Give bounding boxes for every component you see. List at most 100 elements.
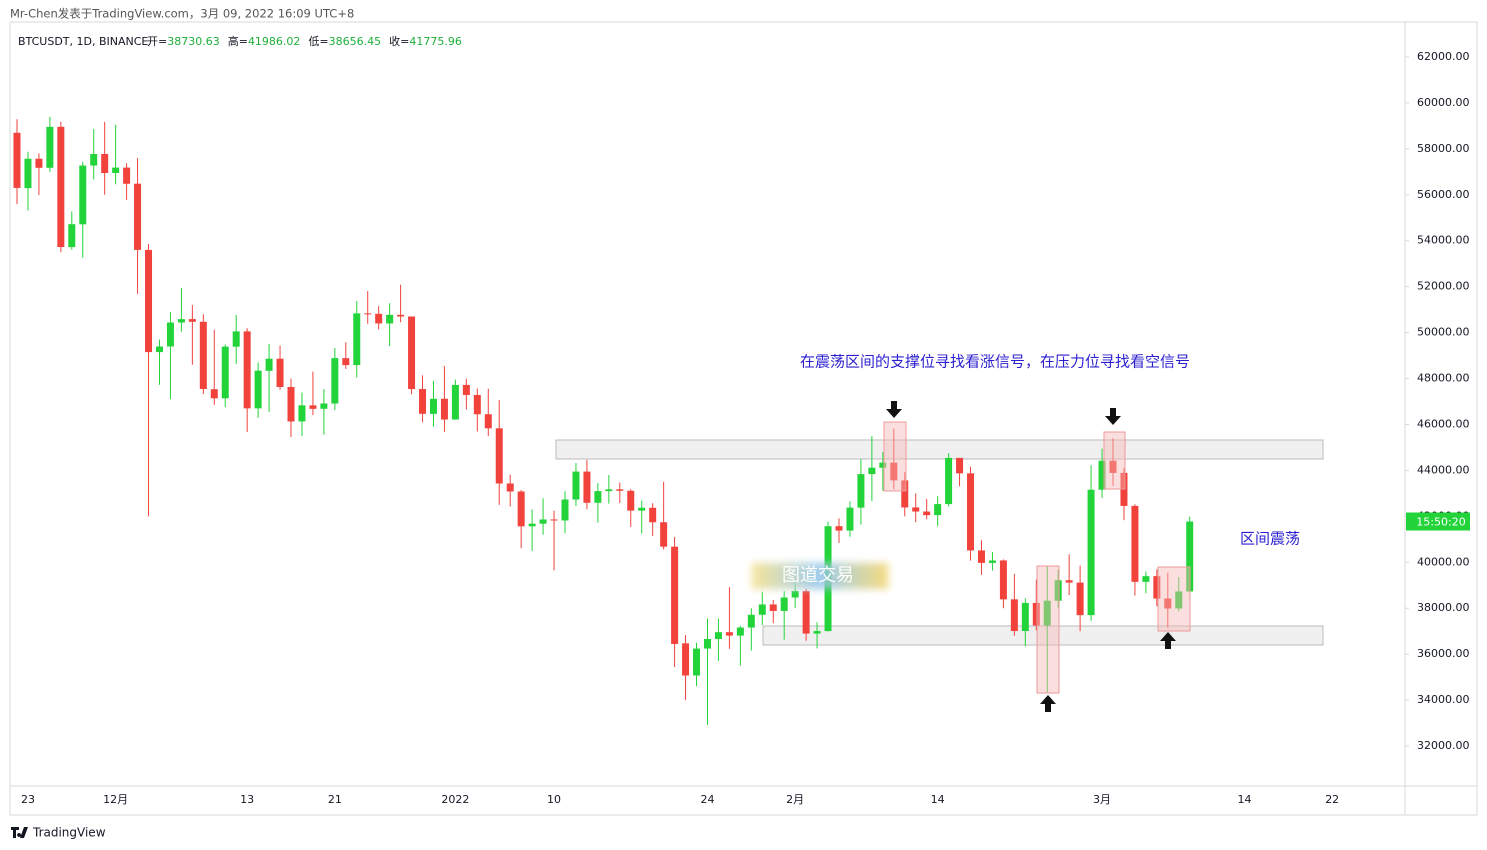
candle-body [397, 314, 405, 317]
candle-body [638, 507, 646, 511]
axes: 32000.00 34000.00 36000.00 38000.00 40000.00… [21, 50, 1470, 806]
candle-body [90, 154, 98, 166]
x-tick-label: 10 [547, 793, 561, 806]
candle-body [627, 490, 635, 511]
y-tick-label: 62000.00 [1417, 50, 1470, 63]
candle-body [671, 546, 679, 644]
candle-body [868, 467, 876, 475]
candle-body [649, 507, 657, 523]
candle-body [155, 346, 163, 353]
candle-body [112, 167, 120, 173]
arrows [886, 401, 1176, 712]
x-tick-label: 22 [1325, 793, 1339, 806]
candle-body [375, 313, 383, 324]
candle-body [550, 519, 558, 521]
up-arrow [1160, 632, 1176, 649]
candle-body [57, 126, 65, 248]
candle-body [879, 462, 887, 468]
candle-body [956, 457, 964, 474]
price-tag-label: 15:50:20 [1416, 516, 1465, 529]
candle-body [353, 313, 361, 366]
candle-body [484, 414, 492, 429]
candle-body [703, 639, 711, 649]
candle-body [725, 632, 733, 636]
candle-body [188, 319, 196, 322]
candle-body [572, 471, 580, 500]
candle-body [561, 499, 569, 521]
candle-body [934, 504, 942, 516]
x-tick-label: 2月 [786, 793, 804, 806]
legend-label: 低= [308, 35, 328, 48]
legend-label: 收= [389, 34, 409, 48]
highlight-box [1036, 565, 1060, 694]
candle-body [1186, 521, 1194, 592]
y-tick-label: 32000.00 [1417, 739, 1470, 752]
candle-body [539, 519, 547, 524]
candle-body [780, 597, 788, 611]
candle-body [462, 384, 470, 395]
candle-body [276, 358, 284, 388]
candle-body [210, 389, 218, 399]
legend-label: 开= [147, 35, 167, 48]
candle-body [999, 560, 1007, 600]
price-tag [1406, 512, 1470, 531]
candle-body [693, 648, 701, 676]
x-tick-label: 14 [1238, 793, 1252, 806]
candle-body [386, 314, 394, 324]
candle-body [912, 507, 920, 512]
candle-body [835, 526, 843, 531]
candle-body [495, 428, 503, 484]
legend-label: 高= [228, 34, 248, 48]
candle-body [145, 249, 153, 353]
candle-body [583, 471, 591, 503]
candle-body [1076, 582, 1084, 616]
frame [9, 21, 1478, 816]
candle-body [967, 473, 975, 551]
down-arrow [1105, 408, 1121, 425]
y-tick-label: 48000.00 [1417, 372, 1470, 385]
candle-body [298, 405, 306, 422]
candle-body [769, 604, 777, 611]
legend-value: 38656.45 [329, 35, 382, 48]
logo-icon [11, 827, 28, 838]
x-tick-label: 21 [328, 793, 342, 806]
brand-logo: TradingView [11, 826, 106, 840]
x-tick-label: 3月 [1093, 793, 1111, 806]
candle-body [988, 560, 996, 563]
candle-body [265, 358, 273, 371]
x-tick-label: 24 [700, 793, 714, 806]
candle-body [1010, 599, 1018, 632]
candle-body [1054, 580, 1062, 601]
candle-body [923, 511, 931, 516]
candle-body [24, 158, 32, 189]
candle-body [758, 604, 766, 615]
highlight-box [1103, 431, 1126, 490]
candle-body [35, 158, 43, 168]
candle-body [79, 165, 87, 225]
candle-body [945, 457, 953, 505]
y-tick-label: 56000.00 [1417, 188, 1470, 201]
y-tick-label: 46000.00 [1417, 417, 1470, 430]
x-tick-label: 13 [240, 793, 254, 806]
candle-body [408, 316, 416, 390]
candle-body [1175, 591, 1183, 609]
candle-body [221, 346, 229, 399]
candle-body [1142, 576, 1150, 582]
y-tick-label: 34000.00 [1417, 693, 1470, 706]
candle-body [232, 331, 240, 347]
y-tick-label: 60000.00 [1417, 96, 1470, 109]
candle-body [13, 132, 21, 188]
candle-body [1087, 489, 1095, 616]
candle-body [46, 126, 54, 168]
annotation: 在震荡区间的支撑位寻找看涨信号，在压力位寻找看空信号 [800, 353, 1190, 371]
chart-title: Mr-Chen发表于TradingView.com，3月 09, 2022 16… [10, 7, 354, 21]
candle-body [199, 321, 207, 390]
y-tick-label: 38000.00 [1417, 601, 1470, 614]
candle-body [506, 483, 514, 492]
y-tick-label: 40000.00 [1417, 555, 1470, 568]
candle-body [813, 631, 821, 634]
ohlc-legend: 开= 38730.63 高= 41986.02 低= 38656.45 收= 41775.96 [147, 34, 462, 48]
highlight-box [1157, 566, 1191, 632]
candle-body [802, 591, 810, 634]
